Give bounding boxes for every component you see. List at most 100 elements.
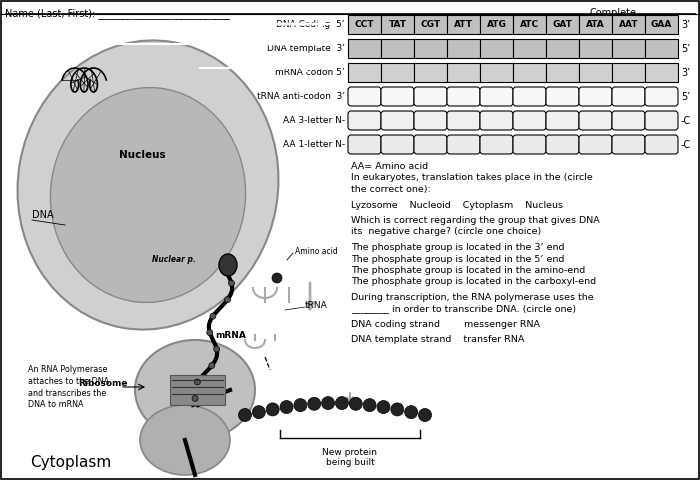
- Bar: [480, 15, 513, 34]
- FancyBboxPatch shape: [579, 135, 612, 154]
- FancyBboxPatch shape: [546, 135, 579, 154]
- Bar: [170, 375, 225, 405]
- Text: ATG: ATG: [486, 20, 506, 29]
- Text: CGT: CGT: [421, 20, 440, 29]
- Circle shape: [272, 273, 282, 283]
- FancyBboxPatch shape: [579, 87, 612, 106]
- Text: 3’: 3’: [681, 20, 690, 29]
- Text: Amino acid: Amino acid: [295, 248, 337, 256]
- Text: DNA: DNA: [32, 210, 54, 220]
- Bar: [447, 15, 480, 34]
- Bar: [381, 15, 414, 34]
- Circle shape: [252, 406, 265, 419]
- Bar: [579, 15, 612, 34]
- FancyBboxPatch shape: [546, 87, 579, 106]
- Bar: [546, 39, 579, 58]
- Circle shape: [239, 408, 251, 421]
- Bar: [348, 39, 381, 58]
- FancyBboxPatch shape: [480, 87, 513, 106]
- Text: The phosphate group is located in the 3’ end: The phosphate group is located in the 3’…: [351, 243, 564, 252]
- FancyBboxPatch shape: [447, 87, 480, 106]
- Circle shape: [280, 400, 293, 414]
- Bar: [513, 39, 546, 58]
- Bar: [348, 63, 381, 82]
- FancyBboxPatch shape: [348, 87, 381, 106]
- FancyBboxPatch shape: [447, 111, 480, 130]
- FancyBboxPatch shape: [480, 135, 513, 154]
- Text: 5’: 5’: [681, 44, 690, 53]
- Text: New protein
being built: New protein being built: [323, 448, 377, 468]
- Text: ATA: ATA: [586, 20, 605, 29]
- Text: Ribosome: Ribosome: [78, 379, 127, 387]
- FancyBboxPatch shape: [645, 111, 678, 130]
- Bar: [348, 15, 381, 34]
- Bar: [546, 15, 579, 34]
- Circle shape: [308, 397, 321, 410]
- Text: mRNA codon 5’: mRNA codon 5’: [275, 68, 345, 77]
- Text: Complete: Complete: [590, 8, 637, 18]
- Bar: [612, 63, 645, 82]
- Text: AAT: AAT: [619, 20, 638, 29]
- Bar: [447, 39, 480, 58]
- Text: tRNA anti-codon  3’: tRNA anti-codon 3’: [257, 92, 345, 101]
- Text: 5’: 5’: [681, 92, 690, 101]
- FancyBboxPatch shape: [381, 87, 414, 106]
- Text: The phosphate group is located in the carboxyl-end: The phosphate group is located in the ca…: [351, 277, 596, 287]
- Circle shape: [419, 408, 431, 421]
- Text: ATT: ATT: [454, 20, 473, 29]
- Text: Lyzosome    Nucleoid    Cytoplasm    Nucleus: Lyzosome Nucleoid Cytoplasm Nucleus: [351, 201, 563, 209]
- Ellipse shape: [18, 40, 279, 330]
- Circle shape: [377, 400, 390, 414]
- Bar: [612, 15, 645, 34]
- Text: its  negative charge? (circle one choice): its negative charge? (circle one choice): [351, 228, 541, 237]
- Bar: [480, 63, 513, 82]
- Ellipse shape: [140, 405, 230, 475]
- Text: AA 1-letter N-: AA 1-letter N-: [283, 140, 345, 149]
- FancyBboxPatch shape: [579, 111, 612, 130]
- Circle shape: [349, 397, 363, 410]
- FancyBboxPatch shape: [414, 87, 447, 106]
- Bar: [447, 63, 480, 82]
- FancyBboxPatch shape: [513, 87, 546, 106]
- FancyBboxPatch shape: [513, 135, 546, 154]
- Text: DNA Coding  5’: DNA Coding 5’: [276, 20, 345, 29]
- FancyBboxPatch shape: [612, 111, 645, 130]
- FancyBboxPatch shape: [546, 111, 579, 130]
- Ellipse shape: [50, 87, 246, 302]
- Bar: [546, 63, 579, 82]
- FancyBboxPatch shape: [645, 135, 678, 154]
- Circle shape: [214, 346, 220, 352]
- Bar: [612, 39, 645, 58]
- Circle shape: [225, 297, 230, 303]
- Text: ________ in order to transcribe DNA. (circle one): ________ in order to transcribe DNA. (ci…: [351, 304, 576, 313]
- FancyBboxPatch shape: [513, 111, 546, 130]
- Bar: [579, 63, 612, 82]
- Bar: [513, 63, 546, 82]
- FancyBboxPatch shape: [381, 135, 414, 154]
- Bar: [414, 39, 447, 58]
- Circle shape: [335, 396, 349, 409]
- Circle shape: [210, 313, 216, 319]
- Text: TAT: TAT: [389, 20, 407, 29]
- Text: During transcription, the RNA polymerase uses the: During transcription, the RNA polymerase…: [351, 293, 594, 302]
- FancyBboxPatch shape: [348, 135, 381, 154]
- Text: In eukaryotes, translation takes place in the (circle: In eukaryotes, translation takes place i…: [351, 173, 593, 182]
- FancyBboxPatch shape: [480, 111, 513, 130]
- FancyBboxPatch shape: [381, 111, 414, 130]
- Bar: [645, 39, 678, 58]
- Text: AA 3-letter N-: AA 3-letter N-: [283, 116, 345, 125]
- Text: 3’: 3’: [681, 68, 690, 77]
- Circle shape: [209, 362, 215, 369]
- FancyBboxPatch shape: [447, 135, 480, 154]
- FancyBboxPatch shape: [645, 87, 678, 106]
- Text: ATC: ATC: [520, 20, 539, 29]
- Ellipse shape: [135, 340, 255, 440]
- Circle shape: [192, 396, 198, 401]
- Circle shape: [195, 379, 200, 385]
- Circle shape: [294, 398, 307, 412]
- Circle shape: [266, 403, 279, 416]
- Text: mRNA: mRNA: [215, 331, 246, 339]
- Bar: [579, 39, 612, 58]
- Text: Which is correct regarding the group that gives DNA: Which is correct regarding the group tha…: [351, 216, 600, 225]
- Bar: [480, 39, 513, 58]
